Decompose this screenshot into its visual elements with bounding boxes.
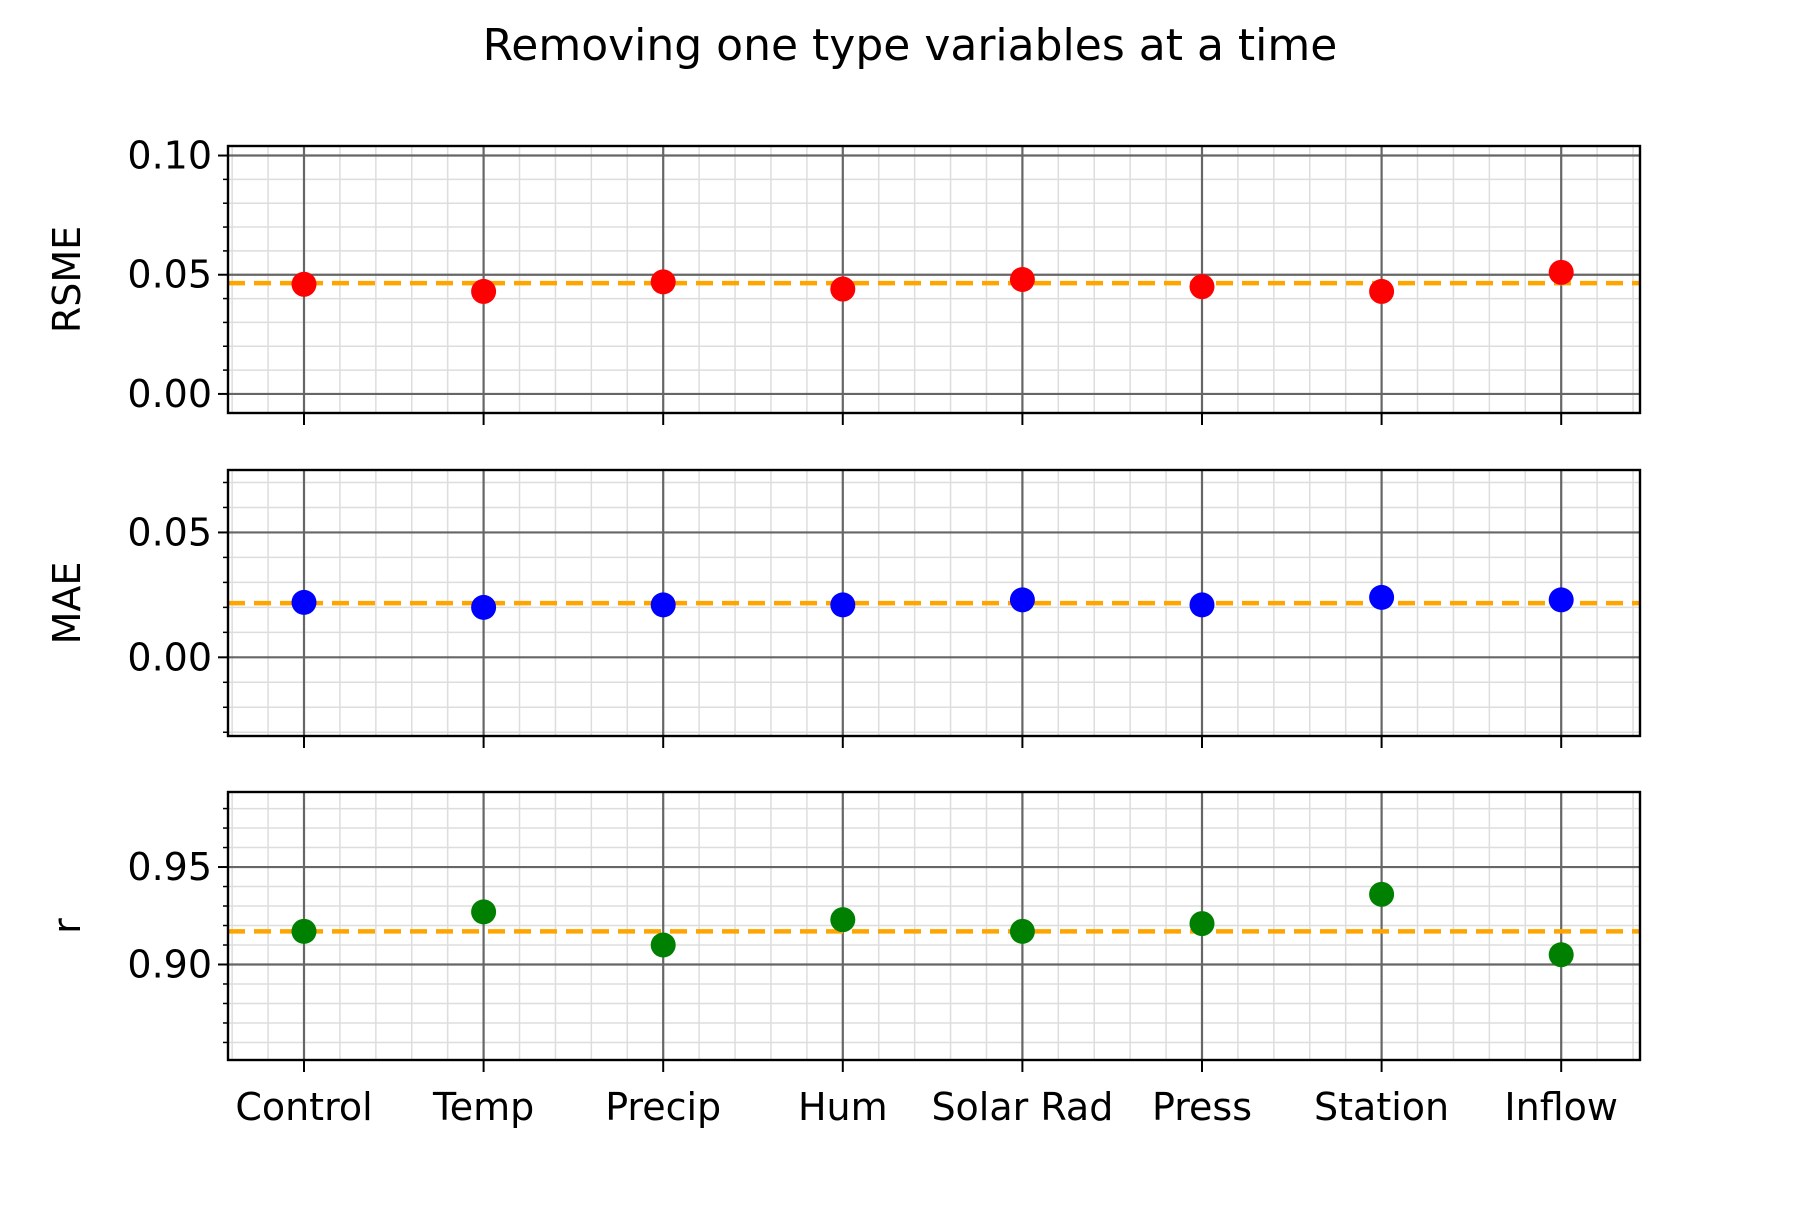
point-r-control [291, 918, 317, 944]
panel-rsme: 0.00 0.05 0.10 RSME [45, 134, 1642, 425]
xtick-label: Inflow [1504, 1085, 1618, 1129]
point-rsme-control [291, 271, 317, 297]
point-rsme-precip [650, 269, 676, 295]
point-rsme-solar-rad [1009, 267, 1035, 292]
ytick-label-r: 0.90 [127, 942, 212, 986]
point-r-station [1369, 881, 1395, 907]
panel-r: 0.90 0.95 r [45, 790, 1642, 1072]
point-mae-control [291, 589, 317, 615]
point-mae-solar-rad [1009, 587, 1035, 613]
point-rsme-station [1369, 278, 1395, 304]
xtick-label: Control [235, 1085, 372, 1129]
panel-mae: 0.00 0.05 MAE [45, 468, 1642, 748]
point-mae-inflow [1548, 587, 1574, 613]
point-mae-station [1369, 584, 1395, 610]
ytick-label-mae: 0.05 [127, 510, 212, 554]
point-mae-hum [830, 592, 856, 618]
ylabel-r: r [45, 918, 89, 934]
ylabel-mae: MAE [45, 562, 89, 645]
axes-frame-mae [226, 468, 1642, 738]
point-r-inflow [1548, 942, 1574, 968]
point-r-temp [471, 899, 497, 925]
point-r-precip [650, 932, 676, 958]
point-r-solar-rad [1009, 918, 1035, 944]
point-rsme-hum [830, 276, 856, 302]
axes-frame-rsme [226, 144, 1642, 415]
xtick-label: Solar Rad [931, 1085, 1113, 1129]
ytick-label-mae: 0.00 [127, 635, 212, 679]
point-mae-press [1189, 592, 1215, 618]
ytick-label-rsme: 0.00 [127, 372, 212, 416]
xtick-label: Hum [798, 1085, 888, 1129]
point-r-hum [830, 907, 856, 933]
chart-title: Removing one type variables at a time [483, 20, 1338, 71]
point-rsme-inflow [1548, 259, 1574, 285]
axes-frame-r [226, 790, 1642, 1062]
xtick-label: Temp [432, 1085, 534, 1129]
point-rsme-press [1189, 274, 1215, 300]
point-mae-precip [650, 592, 676, 618]
xtick-label: Press [1152, 1085, 1252, 1129]
point-mae-temp [471, 594, 497, 620]
ylabel-rsme: RSME [45, 226, 89, 333]
point-r-press [1189, 911, 1215, 937]
ytick-label-r: 0.95 [127, 845, 212, 889]
ytick-label-rsme: 0.10 [127, 134, 212, 178]
xtick-label: Precip [605, 1085, 721, 1129]
point-rsme-temp [471, 278, 497, 304]
xtick-label: Station [1314, 1085, 1449, 1129]
ytick-label-rsme: 0.05 [127, 253, 212, 297]
